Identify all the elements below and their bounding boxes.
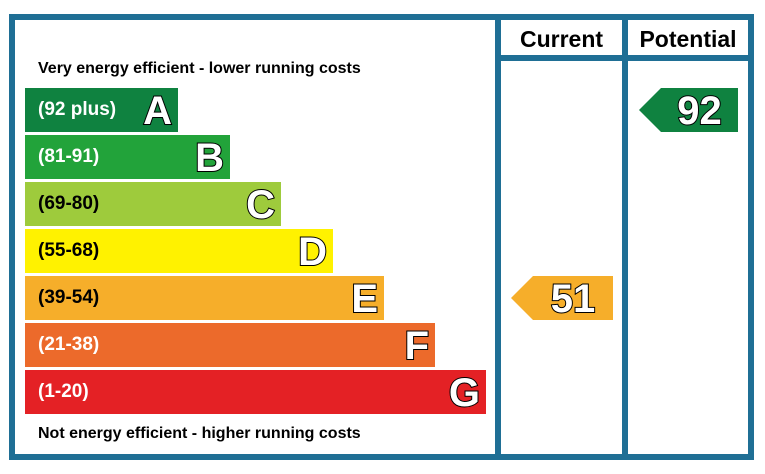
band-c-letter: C <box>245 182 276 228</box>
band-a-range: (92 plus) <box>38 99 117 120</box>
band-b-letter: B <box>194 135 225 181</box>
potential-rating-value: 92 <box>676 88 723 134</box>
potential-header: Potential <box>639 26 737 52</box>
band-b-range: (81-91) <box>38 146 100 167</box>
band-a-letter: A <box>142 88 173 134</box>
current-header: Current <box>519 26 604 52</box>
column-divider-potential <box>622 14 628 460</box>
band-d-range: (55-68) <box>38 240 100 261</box>
current-pointer-shape <box>511 276 613 320</box>
header-divider <box>495 55 754 61</box>
band-c-range: (69-80) <box>38 193 100 214</box>
band-g-range: (1-20) <box>38 381 89 402</box>
band-d: (55-68) D <box>25 229 333 275</box>
current-rating-value: 51 <box>550 276 597 322</box>
band-c: (69-80) C <box>25 182 281 228</box>
band-e-letter: E <box>350 276 379 322</box>
band-f: (21-38) F <box>25 323 435 369</box>
band-b: (81-91) B <box>25 135 230 181</box>
band-f-range: (21-38) <box>38 334 100 355</box>
band-g-letter: G <box>448 370 481 416</box>
band-g: (1-20) G <box>25 370 486 416</box>
column-divider-current <box>495 14 501 460</box>
band-a: (92 plus) A <box>25 88 178 134</box>
top-caption: Very energy efficient - lower running co… <box>38 60 361 77</box>
band-f-letter: F <box>404 323 430 369</box>
bottom-caption: Not energy efficient - higher running co… <box>38 425 361 442</box>
potential-pointer-shape <box>639 88 738 132</box>
band-d-letter: D <box>297 229 328 275</box>
band-e-range: (39-54) <box>38 287 100 308</box>
band-e: (39-54) E <box>25 276 384 322</box>
